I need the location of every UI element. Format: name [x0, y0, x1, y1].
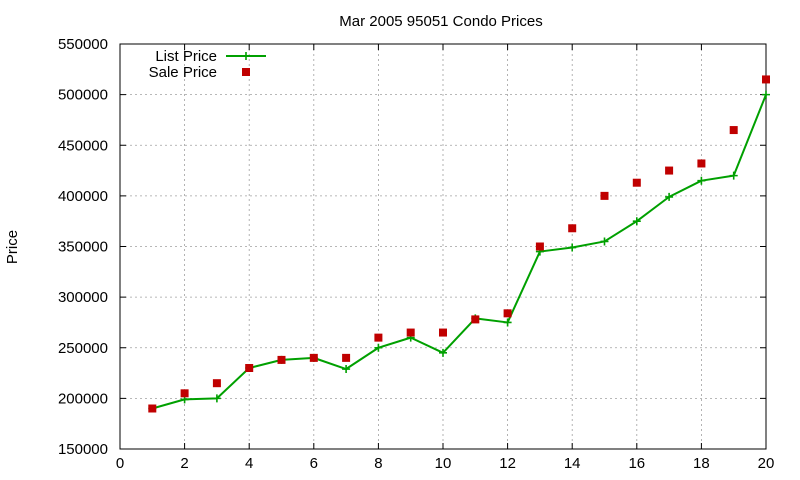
legend-marker-sale-price: [242, 68, 250, 76]
x-tick-label: 16: [628, 455, 645, 472]
list-price-point: [632, 217, 641, 226]
sale-price-point: [697, 159, 706, 168]
y-axis-tick-labels: 150000 200000 250000 300000 350000 400000 4500…: [58, 36, 108, 458]
sale-price-point: [503, 309, 512, 318]
sale-price-point: [600, 191, 609, 200]
x-tick-label: 0: [116, 455, 124, 472]
sale-price-point: [535, 242, 544, 251]
sale-price-point: [180, 389, 189, 398]
list-price-point: [503, 318, 512, 327]
sale-price-point: [374, 333, 383, 342]
sale-price-point: [277, 355, 286, 364]
y-tick-label: 200000: [58, 390, 108, 407]
sale-price-point: [632, 178, 641, 187]
list-price-point: [665, 192, 674, 201]
sale-price-point: [665, 166, 674, 175]
sale-price-point: [309, 353, 318, 362]
sale-price-point: [148, 404, 157, 413]
list-price-point: [729, 171, 738, 180]
list-price-point: [762, 90, 770, 99]
grid: [120, 44, 766, 449]
y-tick-label: 300000: [58, 289, 108, 306]
list-price-point: [374, 343, 383, 352]
sale-price-series: [148, 75, 770, 413]
y-tick-label: 500000: [58, 87, 108, 104]
legend-label-list-price: List Price: [155, 48, 217, 65]
list-price-point: [439, 348, 447, 357]
x-tick-label: 12: [499, 455, 516, 472]
y-tick-label: 550000: [58, 36, 108, 53]
sale-price-point: [439, 328, 447, 337]
list-price-point: [600, 237, 609, 246]
x-tick-label: 6: [310, 455, 318, 472]
x-tick-label: 8: [374, 455, 382, 472]
y-tick-label: 250000: [58, 340, 108, 357]
list-price-series: [148, 90, 770, 413]
sale-price-point: [729, 126, 738, 135]
y-tick-label: 450000: [58, 137, 108, 154]
series-layer: [148, 75, 770, 413]
sale-price-point: [212, 379, 221, 388]
x-tick-label: 2: [180, 455, 188, 472]
sale-price-point: [762, 75, 770, 84]
list-price-point: [568, 243, 577, 252]
legend-marker-list-price: [242, 52, 250, 60]
chart-title: Mar 2005 95051 Condo Prices: [339, 13, 542, 30]
x-tick-label: 4: [245, 455, 253, 472]
sale-price-point: [406, 328, 415, 337]
sale-price-point: [245, 364, 254, 372]
y-axis-label: Price: [4, 230, 21, 264]
list-price-point: [342, 365, 351, 374]
x-tick-label: 20: [758, 455, 775, 472]
list-price-point: [697, 176, 706, 185]
y-tick-label: 400000: [58, 188, 108, 205]
list-price-line: [152, 94, 767, 410]
x-tick-label: 10: [435, 455, 452, 472]
legend-label-sale-price: Sale Price: [149, 64, 217, 81]
x-tick-label: 14: [564, 455, 581, 472]
list-price-point: [212, 394, 221, 403]
y-tick-label: 350000: [58, 239, 108, 256]
sale-price-point: [568, 224, 577, 233]
y-tick-label: 150000: [58, 441, 108, 458]
sale-price-point: [471, 315, 480, 324]
x-axis-tick-labels: 0 2 4 6 8 10 12 14 16 18 20: [116, 455, 775, 472]
sale-price-point: [342, 353, 351, 362]
x-tick-label: 18: [693, 455, 710, 472]
